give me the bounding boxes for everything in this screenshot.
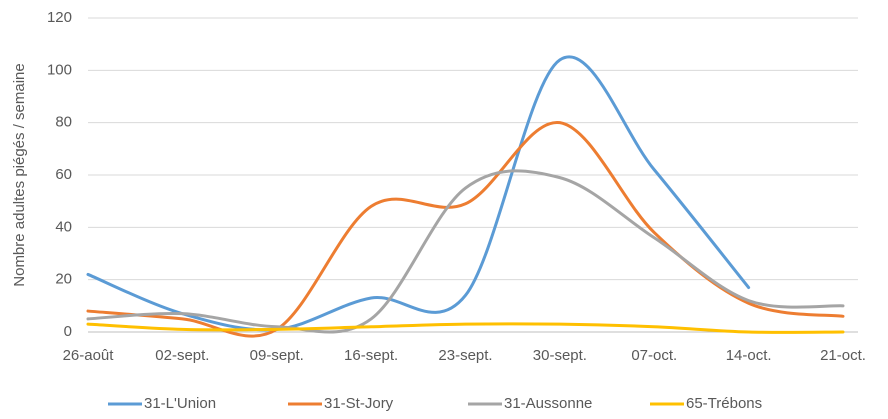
line-series	[86, 55, 751, 332]
y-tick-label: 0	[64, 323, 72, 340]
legend-label: 65-Trébons	[686, 395, 762, 412]
legend-label: 31-L'Union	[144, 395, 216, 412]
legend-label: 31-St-Jory	[324, 395, 394, 412]
x-tick-label: 02-sept.	[155, 347, 209, 364]
line-series	[86, 121, 845, 338]
x-tick-label: 21-oct.	[820, 347, 866, 364]
line-series	[86, 169, 845, 334]
y-tick-label: 120	[47, 9, 72, 26]
x-tick-label: 26-août	[63, 347, 115, 364]
line-series	[86, 322, 845, 334]
x-tick-label: 16-sept.	[344, 347, 398, 364]
y-tick-label: 100	[47, 61, 72, 78]
x-tick-label: 23-sept.	[438, 347, 492, 364]
y-axis-label: Nombre adultes piégés / semaine	[11, 63, 28, 286]
legend-label: 31-Aussonne	[504, 395, 592, 412]
x-tick-label: 14-oct.	[726, 347, 772, 364]
y-tick-label: 60	[55, 166, 72, 183]
x-tick-label: 07-oct.	[631, 347, 677, 364]
y-tick-label: 20	[55, 271, 72, 288]
y-tick-label: 40	[55, 218, 72, 235]
y-tick-label: 80	[55, 114, 72, 131]
x-tick-label: 30-sept.	[533, 347, 587, 364]
x-tick-label: 09-sept.	[250, 347, 304, 364]
